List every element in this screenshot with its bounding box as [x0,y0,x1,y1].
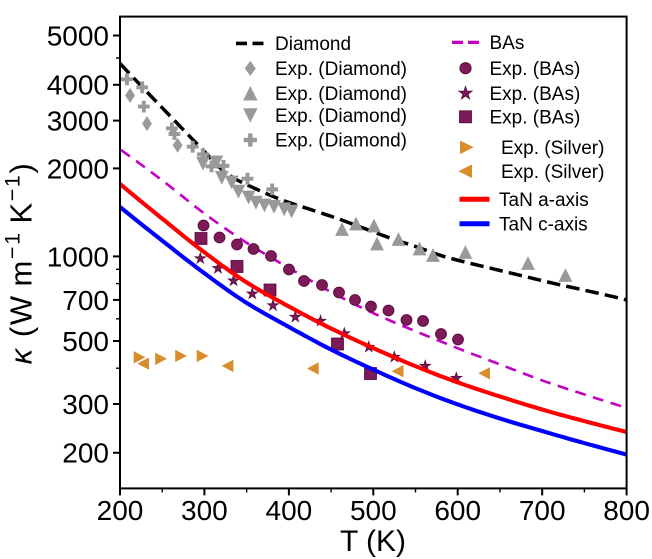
svg-text:800: 800 [603,495,650,526]
svg-text:400: 400 [266,495,313,526]
svg-text:BAs: BAs [490,33,525,54]
svg-text:200: 200 [62,438,109,469]
svg-text:500: 500 [62,326,109,357]
svg-text:Exp. (Diamond): Exp. (Diamond) [275,131,407,152]
svg-text:5000: 5000 [47,20,109,51]
svg-text:2000: 2000 [47,153,109,184]
svg-text:TaN a-axis: TaN a-axis [499,190,589,211]
svg-text:Exp. (Silver): Exp. (Silver) [501,138,604,159]
svg-text:600: 600 [434,495,481,526]
svg-text:500: 500 [350,495,397,526]
svg-text:Exp. (BAs): Exp. (BAs) [490,84,581,105]
svg-text:Exp. (BAs): Exp. (BAs) [490,59,581,80]
svg-text:200: 200 [97,495,144,526]
svg-text:700: 700 [519,495,566,526]
svg-text:TaN c-axis: TaN c-axis [499,214,588,235]
svg-text:Diamond: Diamond [275,34,351,55]
svg-text:3000: 3000 [47,106,109,137]
svg-text:Exp. (Diamond): Exp. (Diamond) [275,59,407,80]
svg-text:Exp. (Diamond): Exp. (Diamond) [275,106,407,127]
svg-text:300: 300 [181,495,228,526]
svg-text:T (K): T (K) [340,525,406,558]
svg-text:Exp. (Diamond): Exp. (Diamond) [275,84,407,105]
svg-text:Exp. (Silver): Exp. (Silver) [501,162,604,183]
svg-text:Exp. (BAs): Exp. (BAs) [490,107,581,128]
svg-text:4000: 4000 [47,70,109,101]
svg-text:1000: 1000 [47,241,109,272]
svg-text:700: 700 [62,285,109,316]
svg-text:300: 300 [62,389,109,420]
